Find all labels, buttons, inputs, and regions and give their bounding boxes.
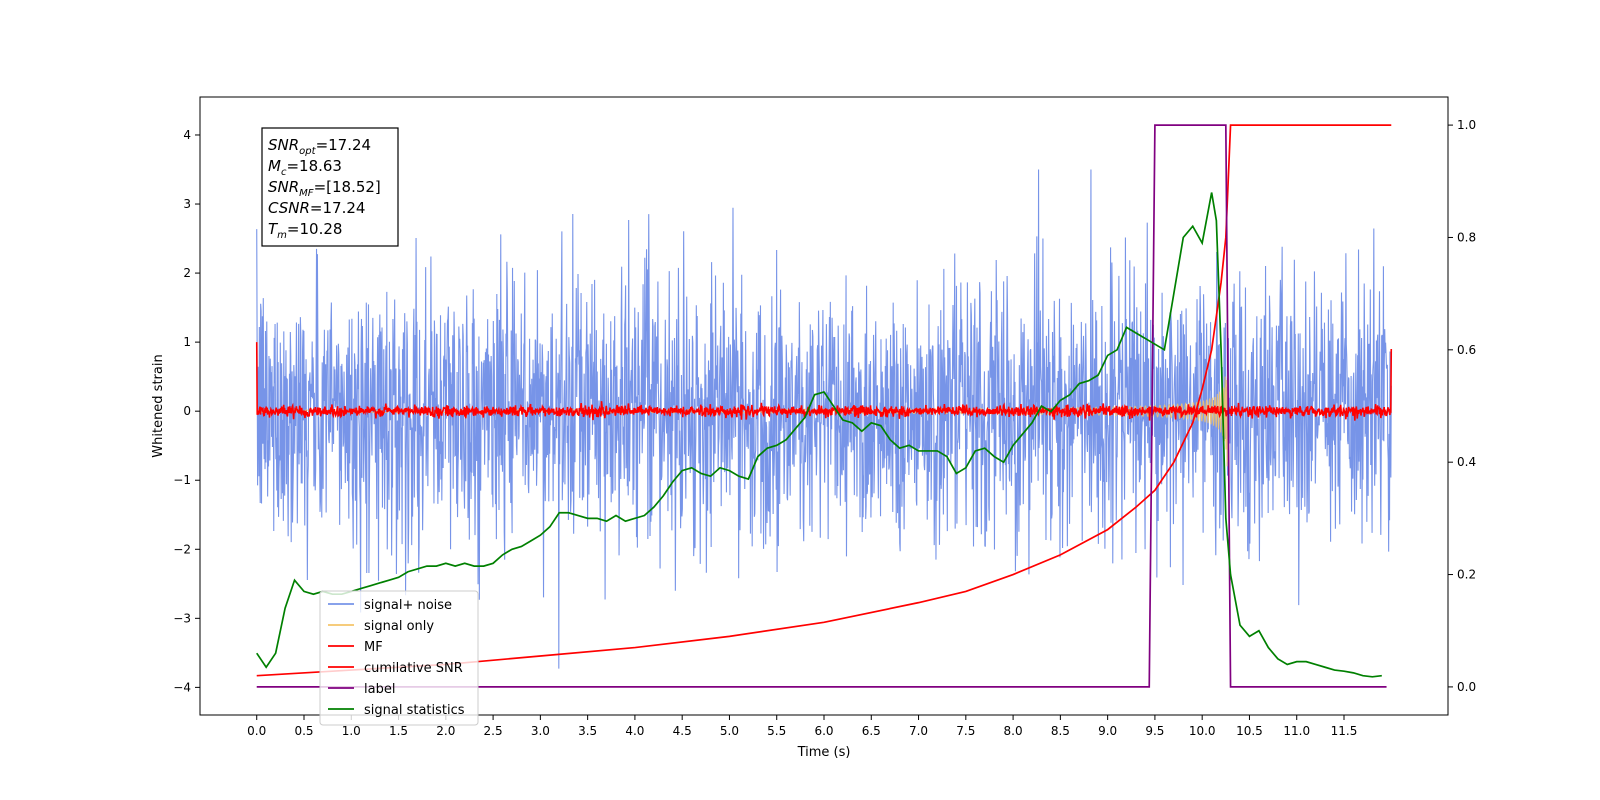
legend-entry: signal statistics (364, 703, 465, 718)
y-axis-left: −4 −3 −2 −1 0 1 2 3 4 (173, 128, 200, 694)
series-mf (255, 342, 1393, 421)
x-tick-label: 3.0 (531, 724, 550, 738)
x-tick-label: 4.0 (625, 724, 644, 738)
x-tick-label: 2.5 (484, 724, 503, 738)
x-tick-label: 2.0 (436, 724, 455, 738)
y-right-tick-label: 0.0 (1457, 680, 1476, 694)
x-tick-label: 1.5 (389, 724, 408, 738)
annotation-line: Mc=18.63 (268, 157, 342, 178)
y-tick-label: 2 (183, 266, 191, 280)
series-signal-noise (256, 169, 1392, 669)
annotation-line: SNRMF=[18.52] (268, 178, 381, 199)
x-tick-label: 7.5 (956, 724, 975, 738)
x-tick-label: 7.0 (909, 724, 928, 738)
y-axis-label: Whitened strain (151, 354, 166, 457)
y-right-tick-label: 0.6 (1457, 343, 1476, 357)
x-tick-label: 0.0 (247, 724, 266, 738)
x-tick-label: 11.5 (1331, 724, 1358, 738)
legend: signal+ noise signal only MF cumilative SNR… (319, 590, 479, 726)
series-layer (255, 124, 1393, 688)
x-tick-label: 4.5 (673, 724, 692, 738)
y-tick-label: −1 (173, 473, 191, 487)
annotation-frame (261, 127, 399, 247)
annotation-line: Tm=10.28 (268, 220, 342, 241)
x-axis: 0.0 0.5 1.0 1.5 2.0 2.5 3.0 3.5 4.0 4.5 5.0 5.5 6.0 6… (247, 715, 1357, 738)
legend-entry: cumilative SNR (364, 661, 463, 676)
x-tick-label: 8.0 (1004, 724, 1023, 738)
x-tick-label: 10.0 (1189, 724, 1216, 738)
y-right-tick-label: 1.0 (1457, 118, 1476, 132)
y-tick-label: −3 (173, 611, 191, 625)
y-right-tick-label: 0.8 (1457, 230, 1476, 244)
x-tick-label: 9.5 (1145, 724, 1164, 738)
legend-entry: label (364, 682, 395, 697)
series-label (256, 124, 1387, 688)
legend-entry: MF (364, 640, 383, 655)
x-tick-label: 1.0 (342, 724, 361, 738)
y-tick-label: −4 (173, 680, 191, 694)
x-tick-label: 11.0 (1283, 724, 1310, 738)
legend-entry: signal only (364, 619, 434, 634)
y-axis-right: 0.0 0.2 0.4 0.6 0.8 1.0 (1448, 118, 1476, 694)
x-tick-label: 0.5 (294, 724, 313, 738)
legend-entry: signal+ noise (364, 598, 452, 613)
y-right-tick-label: 0.4 (1457, 455, 1476, 469)
legend-frame (319, 590, 479, 726)
y-tick-label: 1 (183, 335, 191, 349)
x-tick-label: 3.5 (578, 724, 597, 738)
y-tick-label: 0 (183, 404, 191, 418)
y-tick-label: 4 (183, 128, 191, 142)
y-right-tick-label: 0.2 (1457, 568, 1476, 582)
y-tick-label: −2 (173, 542, 191, 556)
x-tick-label: 5.5 (767, 724, 786, 738)
x-tick-label: 9.0 (1098, 724, 1117, 738)
series-signal-statistics (256, 192, 1382, 678)
y-tick-label: 3 (183, 197, 191, 211)
annotation-line: SNRopt=17.24 (268, 136, 371, 157)
annotation-box: SNRopt=17.24Mc=18.63SNRMF=[18.52]CSNR=17… (261, 127, 399, 247)
annotation-line: CSNR=17.24 (268, 199, 365, 217)
x-tick-label: 10.5 (1236, 724, 1263, 738)
x-tick-label: 5.0 (720, 724, 739, 738)
x-tick-label: 6.5 (862, 724, 881, 738)
x-axis-label: Time (s) (797, 745, 851, 760)
x-tick-label: 6.0 (814, 724, 833, 738)
series-cumilative-snr (256, 124, 1392, 677)
x-tick-label: 8.5 (1051, 724, 1070, 738)
